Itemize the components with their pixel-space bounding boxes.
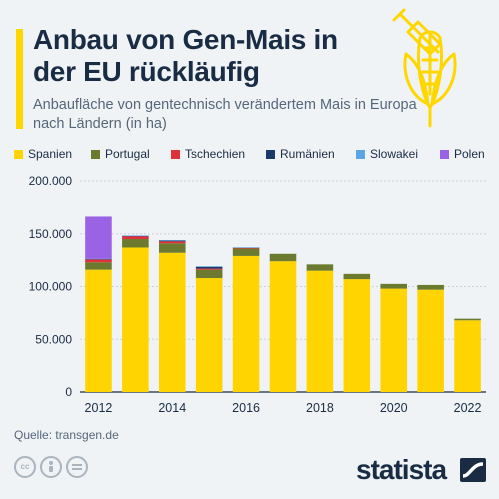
bar-segment-portugal-2018[interactable] bbox=[306, 264, 334, 271]
bar-segment-spanien-2012[interactable] bbox=[85, 269, 112, 392]
x-tick-label: 2016 bbox=[232, 401, 260, 415]
license-icons: cc bbox=[14, 456, 104, 482]
legend-label: Tschechien bbox=[185, 147, 246, 161]
accent-bar bbox=[16, 29, 23, 129]
x-tick-label: 2018 bbox=[306, 401, 334, 415]
bar-segment-tschechien-2013[interactable] bbox=[122, 235, 149, 240]
chart-subtitle: Anbaufläche von gentechnisch verändertem… bbox=[33, 97, 417, 132]
bar-segment-slowakei-2012[interactable] bbox=[85, 258, 112, 260]
legend-swatch bbox=[91, 150, 100, 159]
bar-segment-portugal-2019[interactable] bbox=[343, 273, 371, 280]
bar-segment-portugal-2015[interactable] bbox=[195, 269, 223, 279]
bar-segment-portugal-2014[interactable] bbox=[158, 243, 186, 253]
legend-item: Spanien bbox=[14, 147, 72, 161]
legend-label: Spanien bbox=[28, 147, 73, 161]
bar-segment-slowakei-2016[interactable] bbox=[232, 247, 260, 248]
bar-segment-portugal-2013[interactable] bbox=[122, 239, 149, 248]
bar-segment-spanien-2016[interactable] bbox=[232, 255, 260, 392]
x-tick-label: 2014 bbox=[158, 401, 186, 415]
legend-swatch bbox=[171, 150, 180, 159]
legend-item: Portugal bbox=[91, 147, 150, 161]
bar-segment-slowakei-2014[interactable] bbox=[158, 240, 186, 241]
bar-segment-portugal-2017[interactable] bbox=[269, 253, 297, 262]
bar-segment-portugal-2022[interactable] bbox=[454, 318, 481, 321]
legend-item: Slowakei bbox=[356, 147, 418, 161]
bar-segment-polen-2012[interactable] bbox=[85, 216, 112, 259]
bar-segment-slowakei-2013[interactable] bbox=[122, 235, 149, 237]
y-tick-label: 0 bbox=[65, 385, 72, 399]
statista-logo-icon bbox=[460, 458, 486, 482]
bar-segment-spanien-2022[interactable] bbox=[454, 320, 481, 392]
bar-segment-spanien-2019[interactable] bbox=[343, 279, 371, 392]
y-tick-label: 100.000 bbox=[29, 280, 73, 294]
bar-segment-tschechien-2016[interactable] bbox=[232, 247, 260, 249]
cc-icon[interactable]: cc bbox=[14, 456, 36, 478]
y-tick-label: 200.000 bbox=[29, 174, 73, 188]
legend-item: Polen bbox=[440, 147, 485, 161]
brand-name: statista bbox=[356, 454, 447, 485]
legend-label: Portugal bbox=[105, 147, 150, 161]
bar-segment-spanien-2018[interactable] bbox=[306, 270, 334, 392]
legend-label: Polen bbox=[454, 147, 485, 161]
y-tick-label: 50.000 bbox=[35, 332, 72, 346]
bar-segment-rumänien-2015[interactable] bbox=[195, 266, 223, 269]
chart-legend: Spanien Portugal Tschechien Rumänien Slo… bbox=[14, 147, 494, 165]
bar-segment-tschechien-2014[interactable] bbox=[158, 241, 186, 244]
legend-item: Tschechien bbox=[171, 147, 245, 161]
legend-label: Slowakei bbox=[370, 147, 419, 161]
bar-segment-spanien-2020[interactable] bbox=[380, 288, 408, 392]
statista-logo[interactable]: statista bbox=[356, 452, 491, 486]
bar-segment-spanien-2014[interactable] bbox=[158, 252, 186, 392]
y-tick-label: 150.000 bbox=[29, 227, 73, 241]
chart-title: Anbau von Gen-Mais in der EU rückläufig bbox=[33, 24, 338, 87]
bar-segment-spanien-2015[interactable] bbox=[195, 278, 223, 392]
legend-swatch bbox=[266, 150, 275, 159]
legend-swatch bbox=[14, 150, 23, 159]
equals-icon[interactable] bbox=[66, 456, 88, 478]
bar-segment-tschechien-2012[interactable] bbox=[85, 259, 112, 263]
legend-swatch bbox=[356, 150, 365, 159]
corn-syringe-icon bbox=[392, 8, 457, 128]
bar-segment-portugal-2016[interactable] bbox=[232, 248, 260, 256]
bar-segment-portugal-2021[interactable] bbox=[417, 284, 444, 290]
legend-item: Rumänien bbox=[266, 147, 335, 161]
bar-segment-portugal-2020[interactable] bbox=[380, 283, 408, 289]
person-icon[interactable] bbox=[40, 456, 62, 478]
x-tick-label: 2022 bbox=[454, 401, 482, 415]
x-tick-label: 2020 bbox=[380, 401, 408, 415]
bar-segment-tschechien-2015[interactable] bbox=[195, 268, 223, 270]
bar-segment-portugal-2012[interactable] bbox=[85, 262, 112, 270]
bar-segment-spanien-2013[interactable] bbox=[122, 247, 149, 392]
bar-segment-spanien-2017[interactable] bbox=[269, 261, 297, 392]
bar-segment-spanien-2021[interactable] bbox=[417, 289, 444, 392]
legend-swatch bbox=[440, 150, 449, 159]
source-note: Quelle: transgen.de bbox=[14, 428, 119, 442]
x-tick-label: 2012 bbox=[85, 401, 113, 415]
legend-label: Rumänien bbox=[280, 147, 335, 161]
bar-segment-slowakei-2015[interactable] bbox=[195, 266, 223, 267]
bar-segment-rumänien-2014[interactable] bbox=[158, 240, 186, 242]
stacked-bar-chart: 0 50.000 100.000 150.000 200.000 2012 2014 2016… bbox=[29, 174, 486, 415]
